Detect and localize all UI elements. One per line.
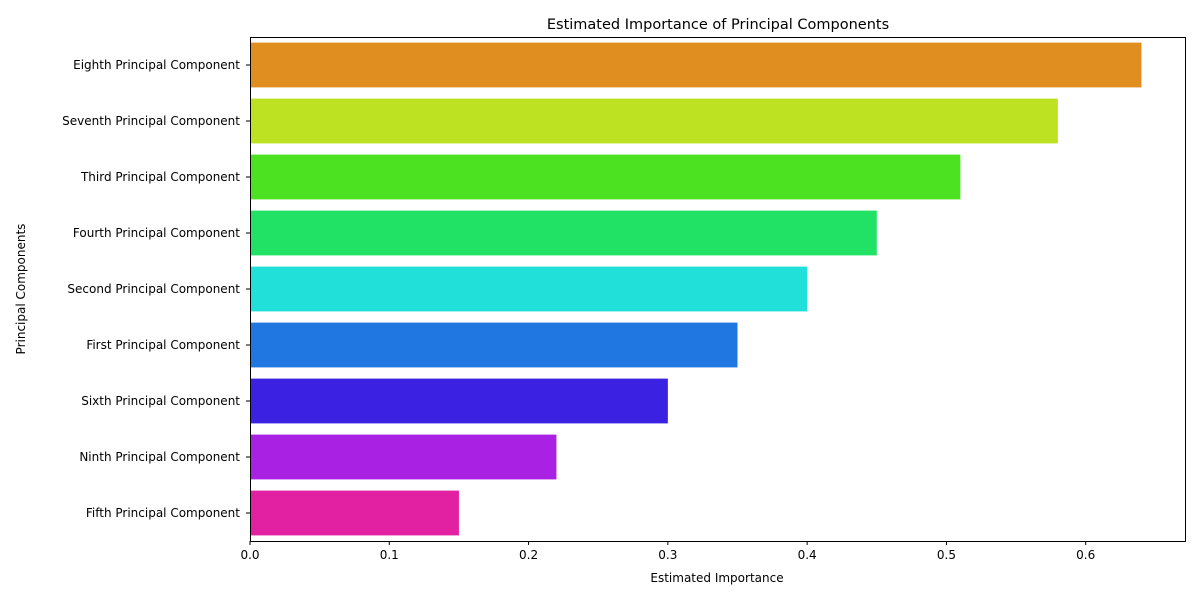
bar <box>250 378 668 424</box>
x-axis-title: Estimated Importance <box>650 571 783 585</box>
bar <box>250 322 738 368</box>
y-tick-label: Fifth Principal Component <box>86 506 240 520</box>
y-tick-label: Second Principal Component <box>67 282 240 296</box>
y-tick-label: Ninth Principal Component <box>79 450 240 464</box>
y-tick-label: Third Principal Component <box>80 170 240 184</box>
y-tick-label: Eighth Principal Component <box>73 58 240 72</box>
y-axis-ticks: Eighth Principal Component Seventh Princi… <box>62 58 250 520</box>
y-tick-label: First Principal Component <box>86 338 240 352</box>
bar <box>250 154 961 200</box>
y-axis-title: Principal Components <box>14 224 28 355</box>
x-tick-label: 0.2 <box>519 548 538 562</box>
bar <box>250 98 1058 144</box>
x-tick-label: 0.6 <box>1076 548 1095 562</box>
x-axis-ticks: 0.0 0.1 0.2 0.3 0.4 0.5 0.6 <box>240 541 1095 562</box>
bar <box>250 42 1142 88</box>
y-tick-label: Fourth Principal Component <box>73 226 240 240</box>
chart-title: Estimated Importance of Principal Compon… <box>547 17 889 33</box>
x-tick-label: 0.5 <box>937 548 956 562</box>
x-tick-label: 0.4 <box>798 548 817 562</box>
x-tick-label: 0.3 <box>658 548 677 562</box>
x-tick-label: 0.0 <box>240 548 259 562</box>
bar <box>250 490 459 536</box>
x-tick-label: 0.1 <box>380 548 399 562</box>
y-tick-label: Sixth Principal Component <box>81 394 240 408</box>
bar <box>250 210 877 256</box>
bar <box>250 434 557 480</box>
bars-layer <box>250 42 1142 536</box>
bar <box>250 266 808 312</box>
y-tick-label: Seventh Principal Component <box>62 114 240 128</box>
